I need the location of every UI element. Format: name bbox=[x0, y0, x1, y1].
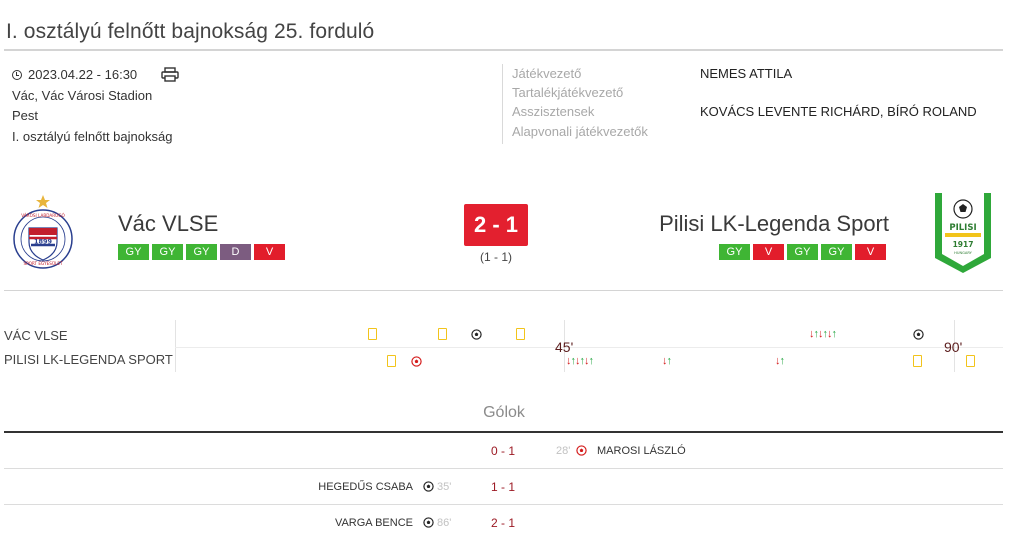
match-datetime: 2023.04.22 - 16:30 bbox=[28, 67, 138, 82]
goal-minute: 86' bbox=[437, 517, 452, 529]
away-form-badge-win: GY bbox=[787, 244, 818, 260]
goal-running-score: 2 - 1 bbox=[490, 516, 515, 530]
official-name-assistants: KOVÁCS LEVENTE RICHÁRD, BÍRÓ ROLAND bbox=[700, 104, 977, 119]
home-form-badge-win: GY bbox=[118, 244, 149, 260]
home-team-crest[interactable]: VÁROSI LABDARÚGÓ SPORT EGYESÜLET 1899 bbox=[12, 192, 74, 274]
away-form-badge-loss: V bbox=[855, 244, 886, 260]
away-form-badge-win: GY bbox=[821, 244, 852, 260]
halftime-score: (1 - 1) bbox=[479, 250, 512, 264]
timeline-start-line bbox=[175, 320, 176, 372]
official-role-goal-line: Alapvonali játékvezetők bbox=[512, 124, 648, 139]
home-form-badge-draw: D bbox=[220, 244, 251, 260]
own-goal-ball-icon[interactable] bbox=[411, 356, 422, 367]
goal-row-divider bbox=[4, 504, 1003, 505]
away-crest-country: HUNGARY bbox=[954, 251, 973, 255]
away-team-crest[interactable]: PILISI 1917 HUNGARY bbox=[934, 192, 992, 274]
goal-ball-icon bbox=[423, 481, 434, 492]
away-form-row: GY V GY GY V bbox=[719, 244, 886, 260]
timeline-fulltime-label: 90' bbox=[944, 339, 963, 355]
timeline-row-divider bbox=[175, 347, 1003, 348]
timeline-home-label: VÁC VLSE bbox=[4, 328, 68, 343]
goal-ball-icon[interactable] bbox=[471, 329, 482, 340]
final-score: 2 - 1 bbox=[464, 204, 528, 246]
substitution-icon[interactable]: ↓↑ bbox=[775, 355, 785, 367]
away-team-name[interactable]: Pilisi LK-Legenda Sport bbox=[659, 211, 889, 236]
yellow-card-icon[interactable] bbox=[966, 355, 975, 367]
title-divider bbox=[4, 49, 1003, 51]
home-crest-year: 1899 bbox=[34, 238, 53, 246]
goal-scorer-name[interactable]: MAROSI LÁSZLÓ bbox=[597, 445, 686, 457]
match-datetime-row: 2023.04.22 - 16:30 bbox=[12, 67, 137, 82]
timeline-halftime-marker bbox=[564, 320, 565, 372]
yellow-card-icon[interactable] bbox=[913, 355, 922, 367]
goal-row-divider bbox=[4, 468, 1003, 469]
official-role-assistants: Asszisztensek bbox=[512, 104, 595, 119]
away-form-badge-win: GY bbox=[719, 244, 750, 260]
substitution-icon[interactable]: ↓↑↓↑↓↑ bbox=[566, 355, 594, 367]
goal-scorer-name[interactable]: HEGEDŰS CSABA bbox=[318, 481, 413, 493]
home-form-badge-win: GY bbox=[186, 244, 217, 260]
officials-separator bbox=[502, 64, 503, 144]
goal-running-score: 1 - 1 bbox=[490, 480, 515, 494]
goal-running-score: 0 - 1 bbox=[490, 444, 515, 458]
match-venue: Vác, Vác Városi Stadion bbox=[12, 88, 153, 103]
substitution-icon[interactable]: ↓↑↓↑↓↑ bbox=[809, 328, 837, 340]
official-role-referee: Játékvezető bbox=[512, 66, 582, 81]
home-form-badge-loss: V bbox=[254, 244, 285, 260]
own-goal-ball-icon bbox=[576, 445, 587, 456]
match-competition: I. osztályú felnőtt bajnokság bbox=[12, 129, 173, 144]
official-name-referee: NEMES ATTILA bbox=[700, 66, 793, 81]
away-form-badge-loss: V bbox=[753, 244, 784, 260]
yellow-card-icon[interactable] bbox=[438, 328, 447, 340]
goal-ball-icon[interactable] bbox=[913, 329, 924, 340]
goal-minute: 35' bbox=[437, 481, 452, 493]
match-county: Pest bbox=[12, 108, 39, 123]
print-icon[interactable] bbox=[161, 67, 179, 82]
yellow-card-icon[interactable] bbox=[387, 355, 396, 367]
home-form-badge-win: GY bbox=[152, 244, 183, 260]
timeline-away-label: PILISI LK-LEGENDA SPORT bbox=[4, 352, 173, 367]
yellow-card-icon[interactable] bbox=[516, 328, 525, 340]
official-role-reserve: Tartalékjátékvezető bbox=[512, 85, 624, 100]
timeline-fulltime-marker bbox=[954, 320, 955, 372]
yellow-card-icon[interactable] bbox=[368, 328, 377, 340]
goal-minute: 28' bbox=[556, 445, 571, 457]
away-crest-year: 1917 bbox=[953, 240, 974, 249]
home-crest-lettering-bottom: SPORT EGYESÜLET bbox=[23, 261, 63, 266]
goal-scorer-name[interactable]: VARGA BENCE bbox=[334, 517, 413, 529]
goals-divider bbox=[4, 431, 1003, 433]
goals-heading: Gólok bbox=[483, 404, 525, 421]
home-team-name[interactable]: Vác VLSE bbox=[118, 211, 219, 236]
page-title: I. osztályú felnőtt bajnokság 25. fordul… bbox=[6, 20, 375, 43]
home-crest-lettering: VÁROSI LABDARÚGÓ bbox=[21, 213, 65, 218]
clock-icon bbox=[12, 70, 22, 80]
home-form-row: GY GY GY D V bbox=[118, 244, 285, 260]
substitution-icon[interactable]: ↓↑ bbox=[662, 355, 672, 367]
section-divider bbox=[4, 290, 1003, 291]
timeline-halftime-label: 45' bbox=[555, 339, 574, 355]
goal-ball-icon bbox=[423, 517, 434, 528]
away-crest-title: PILISI bbox=[949, 223, 976, 233]
